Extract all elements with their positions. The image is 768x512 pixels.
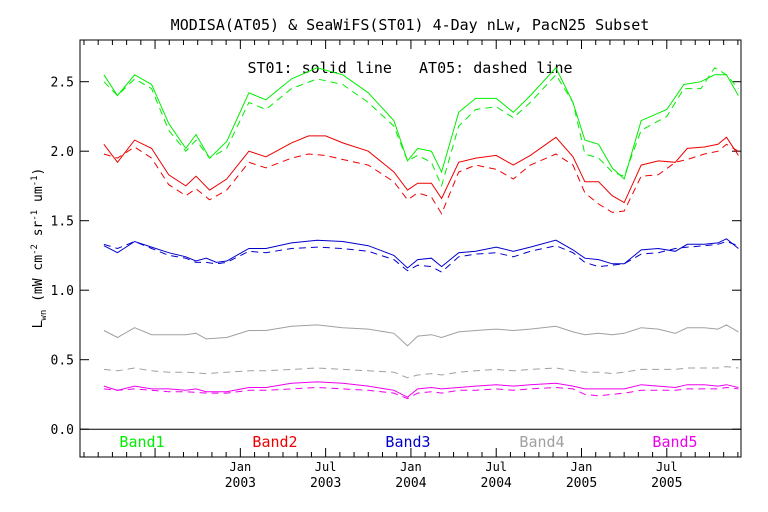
y-axis-label: Lwn (mW cm-2 sr-1 um-1): [30, 168, 49, 329]
y-tick-label: 0.5: [51, 354, 74, 369]
x-tick-year-label: 2003: [310, 476, 341, 491]
legend-item-band3: Band3: [385, 433, 430, 451]
series-band2-at05: [103, 143, 739, 215]
series-lines: [103, 66, 739, 400]
y-label-units-c: um: [31, 186, 46, 210]
legend-item-band1: Band1: [119, 433, 164, 451]
x-tick-year-label: 2005: [651, 476, 682, 491]
x-tick-month-label: Jan: [571, 460, 593, 474]
y-label-units-d: ): [31, 168, 46, 176]
series-band2-st01: [103, 135, 739, 204]
series-band5-st01: [103, 381, 739, 398]
legend-item-band5: Band5: [652, 433, 697, 451]
axes: 0.0 0.5 1.0 1.5 2.0 2.5 Jan 2003 Jul 2003 Jan 2004 J…: [51, 40, 741, 491]
series-band1-st01: [103, 66, 739, 180]
x-tick-month-label: Jul: [315, 460, 337, 474]
x-tick-year-label: 2003: [225, 476, 256, 491]
line-style-annotation: ST01: solid line AT05: dashed line: [247, 59, 572, 77]
y-label-sub: wn: [39, 310, 49, 321]
y-tick-label: 1.0: [51, 284, 74, 299]
y-tick-label: 1.5: [51, 215, 74, 230]
legend-item-band4: Band4: [519, 433, 564, 451]
y-label-main: L: [31, 320, 46, 328]
x-tick-month-label: Jan: [400, 460, 422, 474]
y-tick-label: 2.0: [51, 145, 74, 160]
series-band4-st01: [103, 324, 739, 347]
y-label-units-b: sr: [31, 220, 46, 244]
chart-title: MODISA(AT05) & SeaWiFS(ST01) 4-Day nLw, …: [171, 16, 650, 34]
y-label-exp3: -1: [30, 175, 40, 186]
x-tick-year-label: 2005: [566, 476, 597, 491]
legend: Band1 Band2 Band3 Band4 Band5: [119, 433, 697, 451]
y-tick-label: 0.0: [51, 423, 74, 438]
y-tick-label: 2.5: [51, 76, 74, 91]
series-band3-at05: [103, 240, 739, 273]
x-tick-year-label: 2004: [481, 476, 512, 491]
series-band4-at05: [103, 366, 739, 379]
series-band1-at05: [103, 67, 739, 188]
x-tick-month-label: Jan: [230, 460, 252, 474]
y-label-exp2: -1: [30, 210, 40, 221]
x-tick-month-label: Jul: [485, 460, 507, 474]
series-band3-st01: [103, 238, 739, 269]
x-tick-month-label: Jul: [656, 460, 678, 474]
legend-item-band2: Band2: [252, 433, 297, 451]
y-label-exp1: -2: [30, 244, 40, 255]
x-tick-year-label: 2004: [395, 476, 426, 491]
y-label-units-a: (mW cm: [31, 255, 46, 310]
series-band5-at05: [103, 386, 739, 400]
